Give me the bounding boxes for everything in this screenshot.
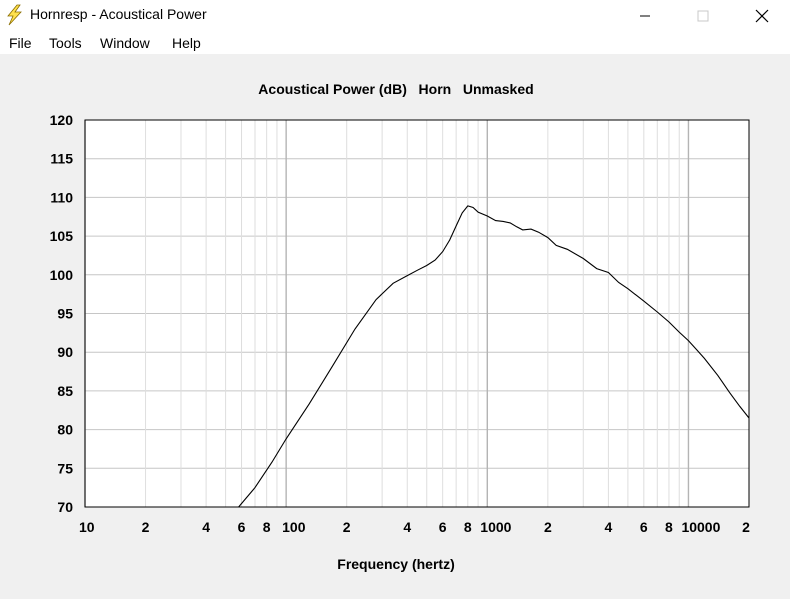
series-line <box>238 205 750 508</box>
grid <box>84 119 750 508</box>
x-tick-label: 10 <box>79 519 95 535</box>
x-tick-label: 100 <box>282 519 306 535</box>
menu-file[interactable]: File <box>9 35 32 51</box>
x-tick-label: 6 <box>238 519 246 535</box>
x-tick-label: 6 <box>439 519 447 535</box>
x-tick-label: 6 <box>640 519 648 535</box>
maximize-button[interactable] <box>680 0 726 31</box>
x-axis-label: Frequency (hertz) <box>337 556 454 572</box>
y-tick-label: 100 <box>50 267 74 283</box>
maximize-icon <box>697 10 709 21</box>
x-tick-label: 2 <box>544 519 552 535</box>
x-tick-label: 10000 <box>681 519 720 535</box>
x-tick-label: 4 <box>605 519 613 535</box>
x-tick-label: 4 <box>403 519 411 535</box>
x-tick-label: 8 <box>464 519 472 535</box>
close-icon <box>755 9 769 22</box>
x-tick-label: 8 <box>263 519 271 535</box>
acoustical-power-chart: Acoustical Power (dB) Horn Unmasked 70 75… <box>50 81 750 572</box>
y-tick-label: 75 <box>57 460 73 476</box>
menu-tools[interactable]: Tools <box>49 35 82 51</box>
plot-border <box>84 119 750 508</box>
x-tick-label: 2 <box>742 519 750 535</box>
menu-help[interactable]: Help <box>172 35 201 51</box>
y-tick-label: 105 <box>50 228 74 244</box>
minimize-icon <box>640 15 650 16</box>
menu-window[interactable]: Window <box>100 35 150 51</box>
y-axis-ticks: 70 75 80 85 90 95 100 105 110 115 120 <box>50 112 74 515</box>
y-tick-label: 90 <box>57 344 73 360</box>
x-tick-label: 4 <box>202 519 210 535</box>
x-tick-label: 8 <box>665 519 673 535</box>
y-tick-label: 95 <box>57 306 73 322</box>
chart-area: Acoustical Power (dB) Horn Unmasked 70 75… <box>0 54 790 594</box>
y-tick-label: 80 <box>57 422 73 438</box>
x-tick-label: 1000 <box>480 519 511 535</box>
x-tick-label: 2 <box>142 519 150 535</box>
menu-bar: File Tools Window Help <box>0 31 790 54</box>
chart-title: Acoustical Power (dB) Horn Unmasked <box>258 81 533 97</box>
y-tick-label: 110 <box>50 189 73 205</box>
title-bar: Hornresp - Acoustical Power <box>0 0 790 31</box>
close-button[interactable] <box>739 0 785 31</box>
x-axis-ticks: 10 2 4 6 8 100 2 4 6 8 1000 2 4 6 8 10000 2 <box>79 519 750 535</box>
lightning-icon <box>7 4 22 26</box>
minimize-button[interactable] <box>622 0 668 31</box>
window-title: Hornresp - Acoustical Power <box>30 6 207 22</box>
y-tick-label: 120 <box>50 112 74 128</box>
x-tick-label: 2 <box>343 519 351 535</box>
y-tick-label: 70 <box>57 499 73 515</box>
y-tick-label: 85 <box>57 383 73 399</box>
y-tick-label: 115 <box>50 151 73 167</box>
